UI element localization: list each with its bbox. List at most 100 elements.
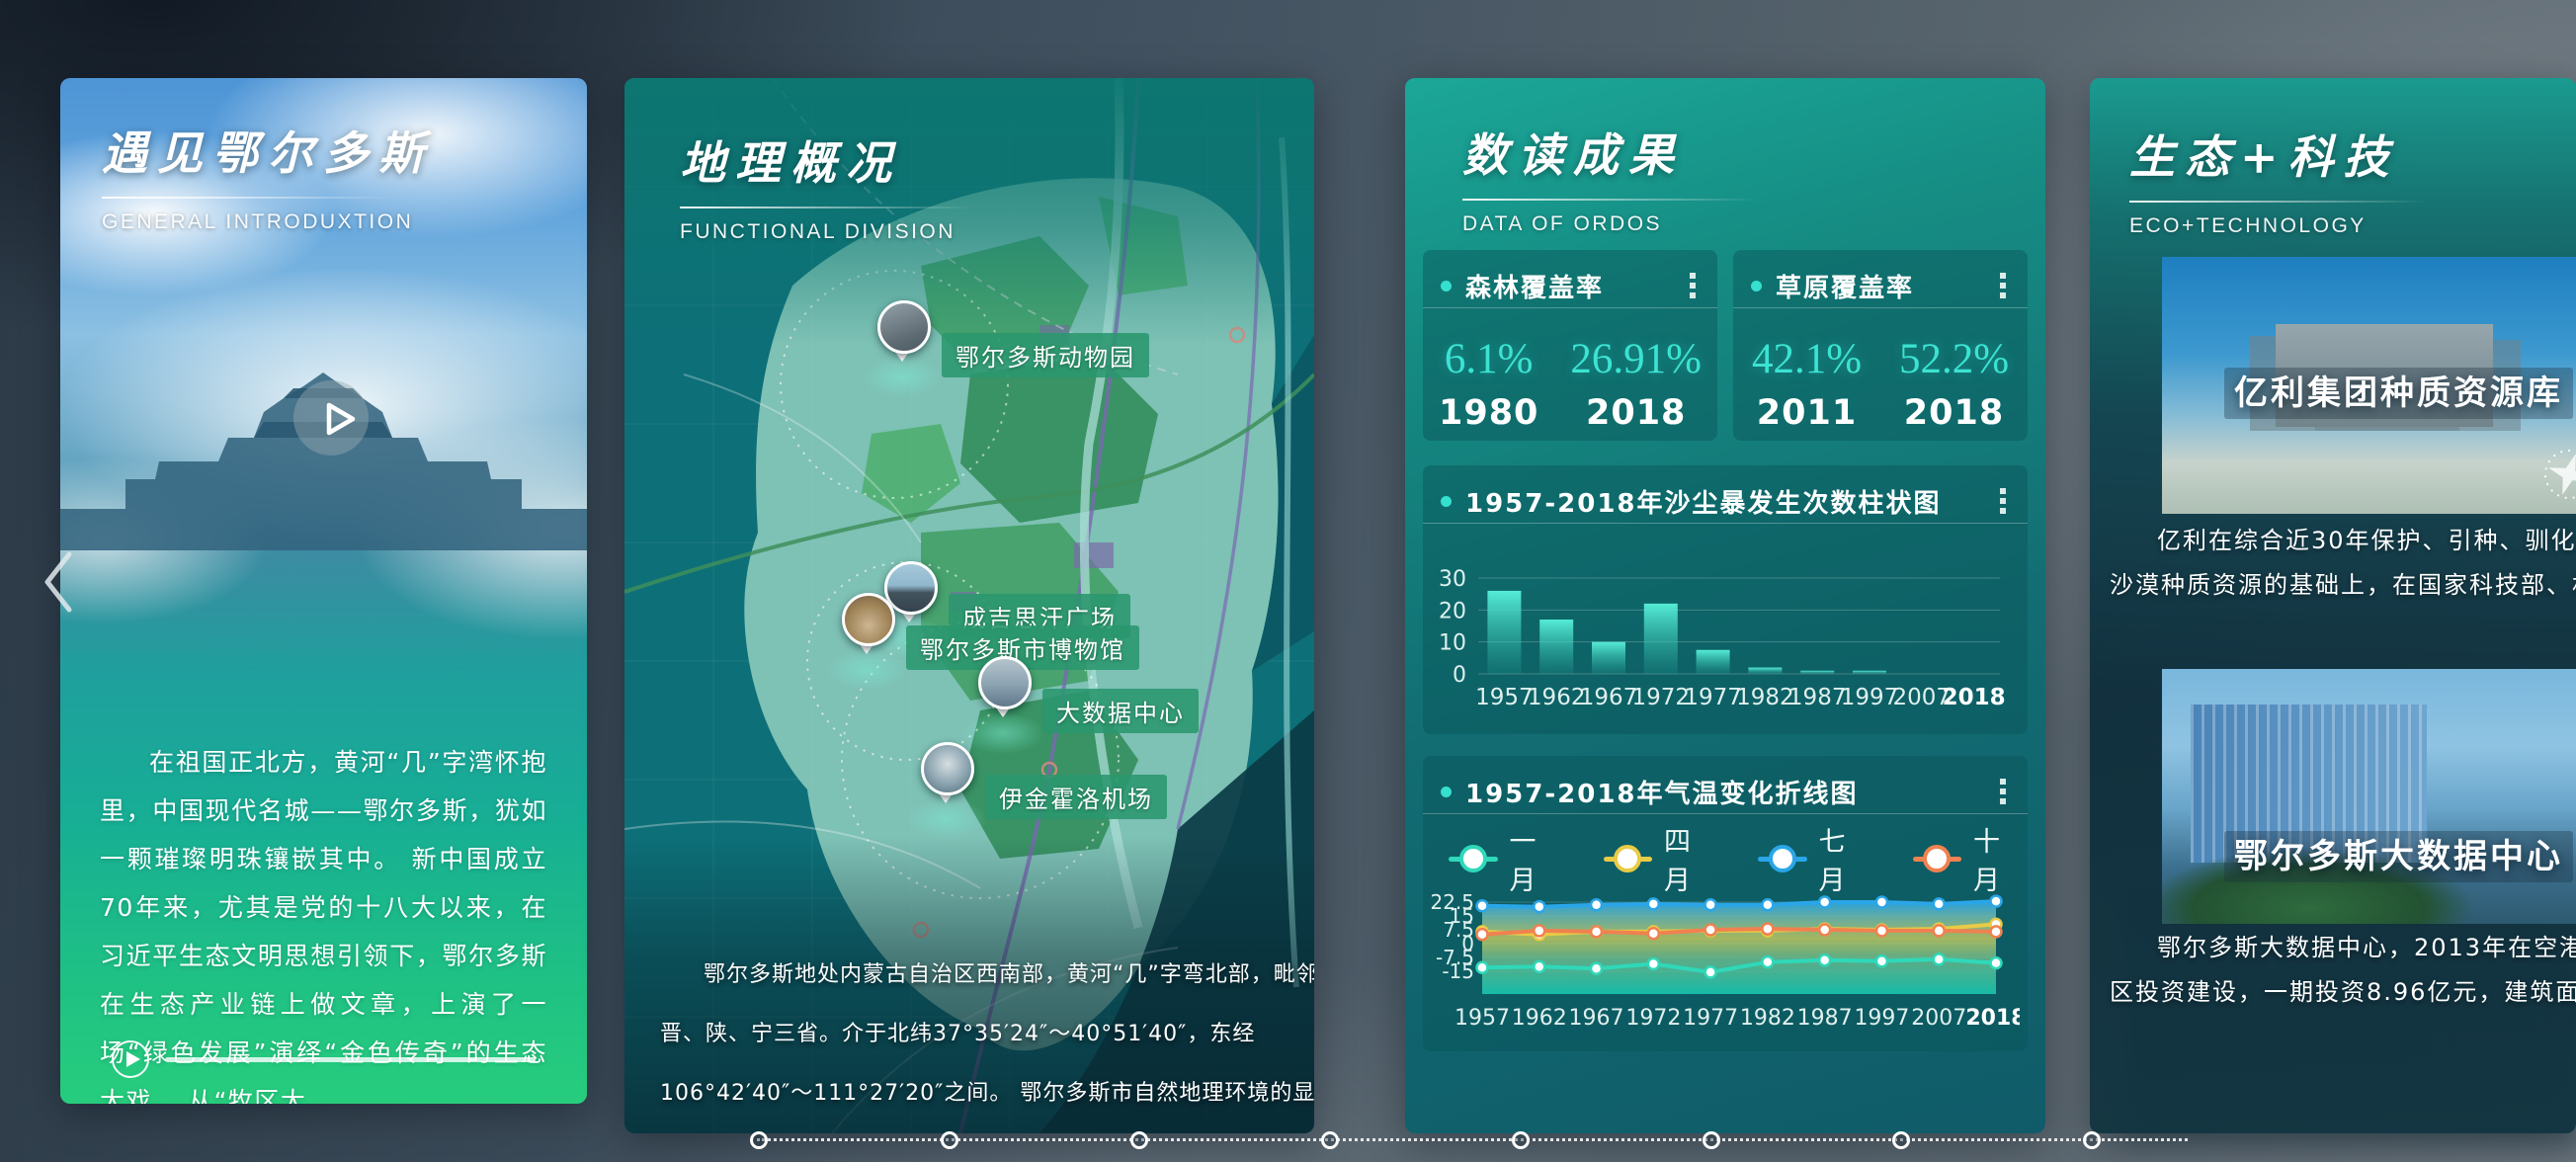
svg-text:-7.5: -7.5 [1436,946,1474,969]
marker-photo-icon [877,300,931,354]
eco-paragraph-line: 鄂尔多斯大数据中心，2013年在空港物流园 [2157,934,2576,961]
timeline-dot[interactable] [1892,1131,1911,1149]
bullet-dot-icon [1441,786,1452,797]
stat-card-forest-coverage: 森林覆盖率 6.1% 1980 26.91% 2018 [1423,250,1717,441]
page-subtitle: FUNCTIONAL DIVISION [680,220,956,243]
svg-text:1957: 1957 [1454,1006,1510,1031]
timeline-dotted-line [757,1138,2188,1141]
map-marker-layer: 鄂尔多斯动物园 成吉思汗广场 鄂尔多斯市博物馆 大数据中心 伊金霍洛机场 [624,78,1314,1133]
legend-item[interactable]: 四月 [1603,820,1719,897]
divider [1733,307,2028,308]
legend-item[interactable]: 一月 [1449,820,1564,897]
svg-text:1997: 1997 [1854,1006,1909,1031]
marker-glow [961,712,1044,754]
video-play-button[interactable] [293,380,369,456]
eco-card-caption: 亿利集团种质资源库 [2224,368,2573,419]
svg-text:1997: 1997 [1841,685,1899,710]
eco-card-caption: 鄂尔多斯大数据中心 [2224,831,2573,882]
svg-text:7.5: 7.5 [1443,918,1474,942]
building-photo [2190,705,2428,864]
legend-marker-icon [1912,845,1961,872]
carousel-prev-button[interactable] [30,545,77,617]
svg-text:1977: 1977 [1683,1006,1738,1031]
legend-label: 一月 [1509,827,1539,896]
legend-marker-icon [1449,845,1498,872]
svg-text:0: 0 [1453,663,1466,688]
map-marker-label[interactable]: 伊金霍洛机场 [985,775,1167,819]
eco-card-germplasm-bank[interactable]: 亿利集团种质资源库 [2162,257,2576,514]
page-title: 遇见鄂尔多斯 [102,126,434,180]
title-underline [2129,201,2426,203]
map-marker-label[interactable]: 大数据中心 [1042,689,1199,733]
stat-card-title: 草原覆盖率 [1776,273,1915,303]
legend-label: 七月 [1818,827,1849,896]
stat-value: 26.91% [1570,336,1702,382]
timeline-dot[interactable] [1702,1131,1720,1149]
stat-value: 52.2% [1898,336,2010,382]
legend-label: 十月 [1973,827,2003,896]
svg-text:1962: 1962 [1512,1006,1567,1031]
timeline-dot[interactable] [2082,1131,2101,1149]
timeline-dot[interactable] [1130,1131,1149,1149]
svg-text:0: 0 [1461,932,1474,955]
card-menu-button[interactable] [1680,269,1705,302]
svg-text:15: 15 [1450,904,1474,928]
title-underline [1462,199,1759,201]
page-subtitle: DATA OF ORDOS [1462,212,1663,235]
page-subtitle: GENERAL INTRODUXTION [102,210,414,233]
eco-paragraph-line: 亿利在综合近30年保护、引种、驯化、开发 [2157,527,2576,554]
legend-item[interactable]: 七月 [1758,820,1873,897]
svg-text:10: 10 [1439,631,1466,656]
audio-play-button[interactable] [112,1040,149,1078]
marker-glow [861,357,944,398]
sandstorm-bar-chart-card: 1957-2018年沙尘暴发生次数柱状图 0 10 20 30 1957 1962 1967… [1423,465,2028,734]
audio-progress-bar[interactable] [165,1057,536,1062]
stat-year: 1980 [1439,393,1539,433]
svg-text:-15: -15 [1442,959,1474,983]
svg-text:2007: 2007 [1893,685,1952,710]
sandstorm-bar-chart[interactable]: 0102030195719621967197219771982198719972… [1431,535,2020,732]
svg-text:1967: 1967 [1580,685,1638,710]
compass-icon[interactable] [2539,445,2576,504]
svg-text:22.5: 22.5 [1431,890,1474,914]
svg-text:1967: 1967 [1569,1006,1624,1031]
divider [1423,307,1717,308]
timeline-dot[interactable] [1321,1131,1340,1149]
panel-functional-division: 地理概况 FUNCTIONAL DIVISION 鄂尔多斯动物园 成吉思汗广场 鄂尔… [624,78,1314,1133]
timeline-dot[interactable] [940,1131,958,1149]
page-title: 数读成果 [1462,128,1684,182]
legend-dot-icon [1768,845,1796,872]
marker-photo-icon [842,593,895,646]
map-marker-label[interactable]: 鄂尔多斯动物园 [942,333,1149,377]
map-marker-label[interactable]: 鄂尔多斯市博物馆 [906,625,1139,670]
panel-data-of-ordos: 数读成果 DATA OF ORDOS 森林覆盖率 6.1% 1980 26.91… [1405,78,2045,1133]
legend-dot-icon [1458,845,1487,872]
stat-value: 42.1% [1751,336,1863,382]
stat-year: 2018 [1586,393,1687,433]
timeline-dot[interactable] [1511,1131,1530,1149]
timeline-dot[interactable] [750,1131,768,1149]
card-menu-button[interactable] [1990,775,2016,808]
page-title: 生态+科技 [2129,130,2399,184]
eco-paragraph: 鄂尔多斯大数据中心，2013年在空港物流园 区投资建设，一期投资8.96亿元，建… [2110,926,2576,1015]
eco-card-big-data-center[interactable]: 鄂尔多斯大数据中心 [2162,669,2576,924]
marker-photo-icon [884,561,938,615]
bullet-dot-icon [1751,280,1762,291]
svg-text:1977: 1977 [1684,685,1742,710]
card-menu-button[interactable] [1990,484,2016,518]
panel-general-introduction: 遇见鄂尔多斯 GENERAL INTRODUXTION 在祖国正北方，黄河“几”… [60,78,587,1104]
marker-glow [904,798,987,840]
card-menu-button[interactable] [1990,269,2016,302]
stat-card-grassland-coverage: 草原覆盖率 42.1% 2011 52.2% 2018 [1733,250,2028,441]
marker-glow [825,649,908,691]
divider [1423,813,2028,814]
title-underline [680,207,976,208]
svg-text:1972: 1972 [1632,685,1691,710]
chevron-left-icon [44,551,72,613]
legend-item[interactable]: 十月 [1912,820,2029,897]
marker-photo-icon [921,742,974,795]
stat-card-title: 森林覆盖率 [1465,273,1605,303]
svg-text:1987: 1987 [1788,685,1847,710]
svg-text:1972: 1972 [1625,1006,1681,1031]
